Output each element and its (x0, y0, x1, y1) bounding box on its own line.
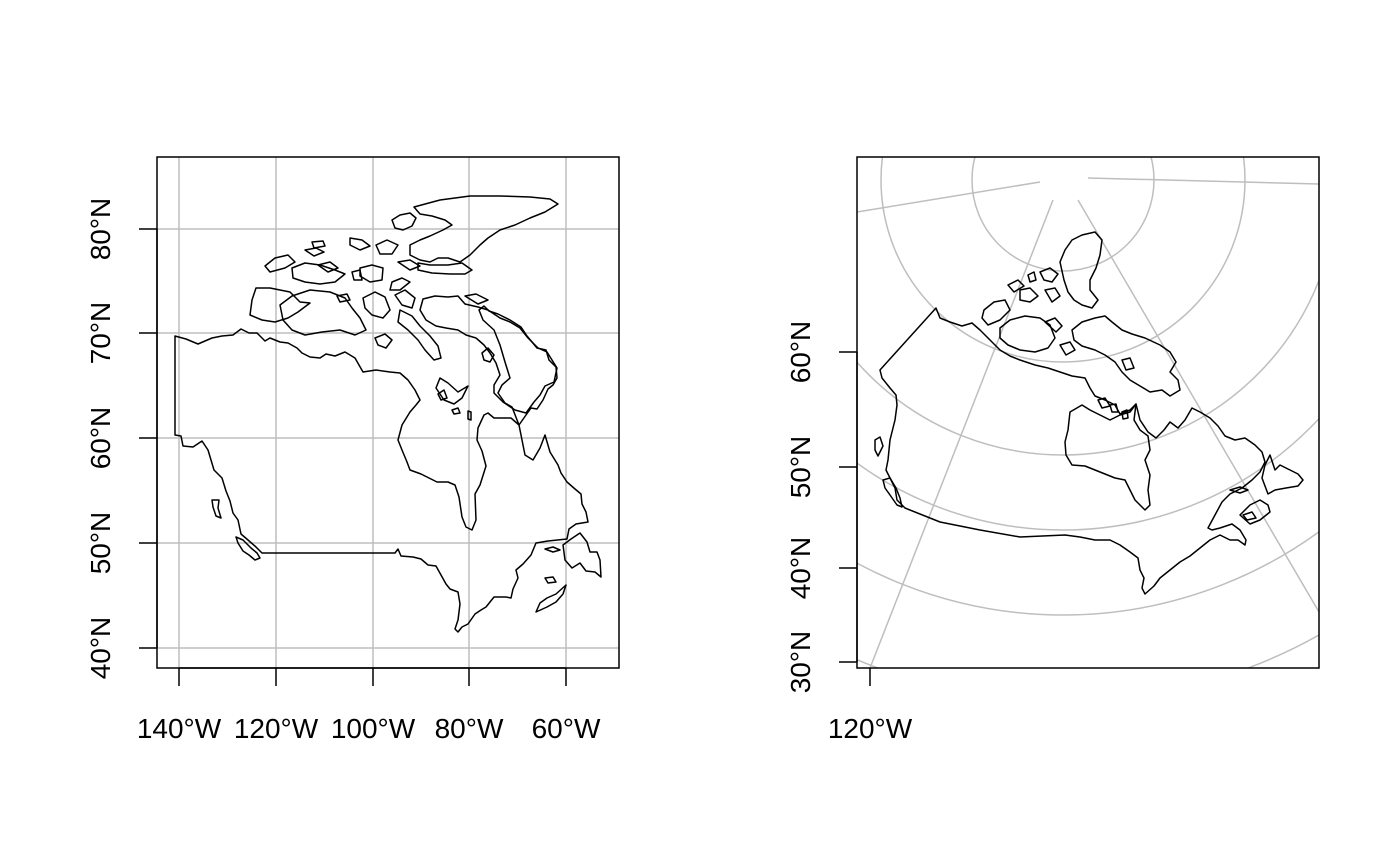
island (304, 247, 325, 257)
y-tick-label: 80°N (85, 198, 116, 261)
anticosti (544, 546, 561, 553)
nova-scotia (535, 584, 567, 613)
melville-island (359, 264, 384, 283)
king-william-island (374, 333, 393, 349)
y-axis-right (839, 351, 858, 663)
axel-heiberg-island (391, 212, 417, 231)
island (1039, 267, 1059, 283)
victoria-island (279, 289, 367, 336)
meridian-line (1077, 199, 1319, 613)
ellesmere-island (1059, 231, 1103, 309)
island (264, 254, 296, 273)
y-tick-label: 30°N (785, 631, 816, 694)
island (464, 293, 489, 305)
banks-island (249, 287, 311, 323)
ellesmere-island (409, 195, 559, 263)
island (1121, 409, 1129, 420)
y-tick-label: 70°N (85, 302, 116, 365)
victoria-island (999, 315, 1056, 353)
prince-of-wales-island (362, 291, 391, 319)
island (349, 237, 371, 251)
y-tick-labels-left: 40°N 50°N 60°N 70°N 80°N (85, 198, 116, 680)
vancouver-island (235, 536, 261, 561)
coastline-left (174, 195, 602, 633)
meridian-line (857, 181, 1041, 213)
y-tick-label: 60°N (785, 321, 816, 384)
map-panel-left: 140°W 120°W 100°W 80°W 60°W 40°N 50°N 60… (85, 156, 620, 744)
parallel-circle (857, 530, 1319, 616)
mainland-outline (174, 328, 589, 633)
x-tick-label: 60°W (532, 713, 601, 744)
y-tick-label: 40°N (785, 537, 816, 600)
island (1121, 357, 1135, 371)
y-tick-labels-right: 30°N 40°N 50°N 60°N (785, 321, 816, 694)
x-tick-label: 140°W (137, 713, 222, 744)
island (1019, 287, 1039, 303)
island (1109, 403, 1119, 413)
x-axis-left (178, 667, 567, 686)
vancouver-island (882, 477, 903, 508)
coastline-right (874, 231, 1304, 595)
island (311, 240, 326, 249)
island (1059, 341, 1076, 356)
meridian-line (1087, 177, 1319, 185)
y-tick-label: 60°N (85, 407, 116, 470)
melville-peninsula (435, 377, 469, 405)
island (1242, 511, 1257, 521)
labrador-coast (478, 305, 558, 426)
x-tick-label: 100°W (331, 713, 416, 744)
x-tick-label: 80°W (435, 713, 504, 744)
banks-island (981, 299, 1011, 326)
haida-gwaii (211, 499, 222, 519)
mainland-outline (879, 307, 1266, 595)
island (1007, 279, 1025, 293)
somerset-island (394, 289, 416, 309)
graticule-right (857, 157, 1319, 668)
island (1027, 271, 1037, 283)
x-tick-label: 120°W (828, 713, 913, 744)
baffin-island (419, 295, 558, 414)
x-tick-labels-left: 140°W 120°W 100°W 80°W 60°W (137, 713, 601, 744)
newfoundland (1261, 454, 1304, 495)
mansel-island (437, 389, 448, 401)
coats-island (451, 407, 461, 415)
island (336, 293, 351, 303)
island (389, 277, 411, 291)
y-tick-label: 40°N (85, 617, 116, 680)
baffin-island (1071, 315, 1181, 397)
newfoundland (562, 532, 602, 578)
island (1044, 287, 1061, 303)
hudson-bay-coast (1064, 403, 1151, 511)
anticosti (1229, 486, 1249, 494)
y-tick-label: 50°N (85, 512, 116, 575)
x-tick-labels-right: 120°W (828, 713, 913, 744)
island (351, 269, 363, 281)
nova-scotia (1239, 499, 1271, 525)
pei (544, 576, 557, 584)
boothia (397, 309, 442, 361)
y-axis-left (139, 228, 158, 649)
island (375, 239, 399, 255)
x-tick-label: 120°W (234, 713, 319, 744)
y-tick-label: 50°N (785, 436, 816, 499)
devon-island (417, 262, 473, 275)
island (317, 261, 339, 273)
graticule-left (157, 157, 619, 668)
haida-gwaii (874, 436, 884, 457)
meridian-line (869, 199, 1054, 668)
parallel-circle (857, 278, 1319, 456)
map-panel-right: 120°W 30°N 40°N 50°N 60°N (785, 156, 1320, 744)
parallel-circle (857, 417, 1319, 531)
island (1044, 317, 1063, 333)
island (397, 259, 421, 271)
island (291, 262, 346, 285)
parallel-circle (880, 157, 1246, 363)
belcher-islands (467, 410, 472, 421)
